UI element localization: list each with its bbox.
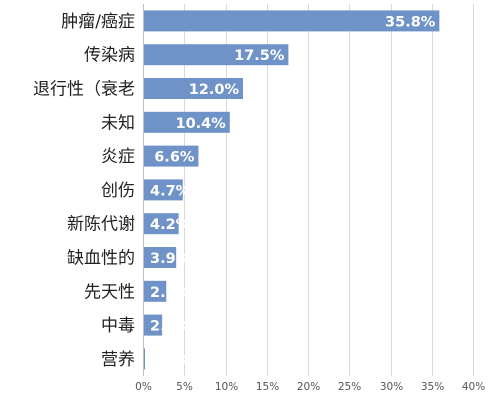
data-label: 6.6%: [154, 150, 195, 166]
grid-lines: [143, 4, 474, 376]
bar: [144, 179, 183, 201]
category-label: 中毒: [101, 316, 135, 336]
bars: [144, 10, 440, 370]
bar: [144, 348, 145, 370]
data-label: 2.2%: [150, 319, 191, 335]
x-tick-label: 25%: [338, 381, 361, 393]
category-label: 肿瘤/癌症: [61, 12, 135, 32]
category-label: 创伤: [101, 181, 135, 201]
x-tick-label: 40%: [462, 381, 485, 393]
x-tick-label: 0%: [135, 381, 152, 393]
data-label: 3.9%: [150, 251, 191, 267]
x-tick-label: 15%: [256, 381, 279, 393]
bar: [144, 44, 289, 66]
value-labels: 35.8% 17.5% 12.0% 10.4% 6.6% 4.7% 4.2% 3.9% 2.7%…: [150, 14, 436, 368]
category-label: 先天性: [84, 282, 135, 302]
category-label: 传染病: [84, 46, 135, 66]
category-label: 缺血性的: [67, 249, 135, 269]
data-label: 2.7%: [150, 285, 191, 301]
bar: [144, 280, 167, 302]
bar: [144, 145, 199, 167]
data-label: 0.1%: [150, 352, 191, 368]
bar: [144, 213, 179, 235]
category-label: 营养: [101, 350, 135, 370]
bar: [144, 10, 440, 32]
data-label: 4.7%: [150, 183, 191, 199]
data-label: 17.5%: [234, 48, 285, 64]
x-tick-label: 20%: [297, 381, 320, 393]
category-label: 退行性（衰老: [33, 80, 135, 100]
x-tick-label: 5%: [176, 381, 193, 393]
x-tick-label: 10%: [215, 381, 238, 393]
x-tick-label: 30%: [380, 381, 403, 393]
category-label: 新陈代谢: [67, 215, 135, 235]
category-label: 炎症: [101, 147, 135, 167]
bar: [144, 247, 177, 268]
data-label: 10.4%: [175, 116, 226, 132]
category-label: 未知: [101, 113, 135, 133]
data-label: 12.0%: [189, 82, 240, 98]
bar: [144, 111, 230, 133]
bar: [144, 314, 163, 336]
bar: [144, 78, 243, 99]
x-axis-tick-labels: 0% 5% 10% 15% 20% 25% 30% 35% 40%: [135, 381, 485, 393]
data-label: 35.8%: [385, 14, 436, 30]
x-tick-label: 35%: [421, 381, 444, 393]
data-label: 4.2%: [150, 217, 191, 233]
